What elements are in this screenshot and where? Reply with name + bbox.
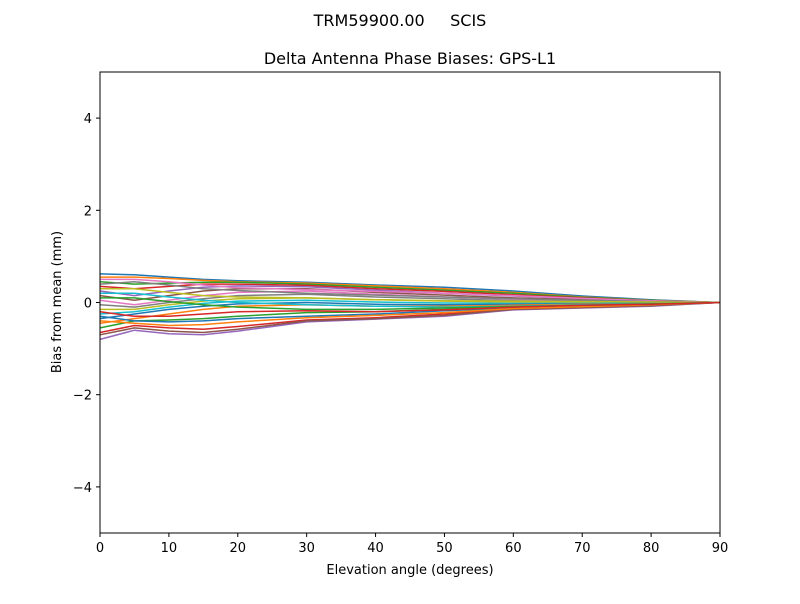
y-tick-label: 2 [84,204,92,219]
y-axis-label: Bias from mean (mm) [50,231,65,373]
x-tick-label: 90 [712,541,729,556]
x-axis-ticks: 0 10 20 30 40 50 60 70 80 90 [96,533,728,556]
series-line-s22 [99,301,721,327]
x-axis-label: Elevation angle (degrees) [326,563,493,578]
x-tick-label: 10 [161,541,178,556]
series-line-s16 [99,301,721,336]
x-tick-label: 80 [643,541,660,556]
x-tick-label: 60 [505,541,522,556]
x-tick-label: 20 [230,541,247,556]
x-tick-label: 0 [96,541,104,556]
y-tick-label: −2 [73,389,92,404]
series-line-s1 [99,273,721,304]
x-tick-label: 30 [298,541,315,556]
y-axis-ticks: −4 −2 0 2 4 [73,112,100,496]
chart-suptitle: TRM59900.00 SCIS [313,11,487,30]
series-line-s17 [100,278,721,304]
series-lines [99,273,721,341]
x-tick-label: 40 [367,541,384,556]
series-line-s18 [99,281,721,304]
y-tick-label: 4 [84,112,92,127]
x-tick-label: 70 [574,541,591,556]
x-tick-label: 50 [436,541,453,556]
y-tick-label: −4 [73,481,92,496]
chart-title: Delta Antenna Phase Biases: GPS-L1 [264,49,556,68]
series-line-s19 [100,287,721,304]
y-tick-label: 0 [84,297,92,312]
series-line-s24 [99,301,721,318]
